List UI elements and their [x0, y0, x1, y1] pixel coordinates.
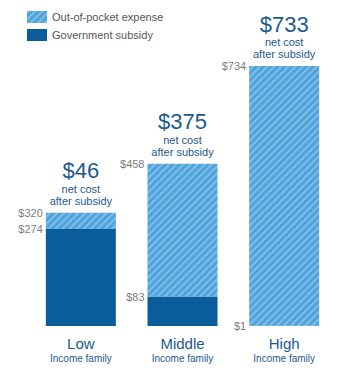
svg-text:after subsidy: after subsidy [253, 48, 316, 60]
svg-text:$274: $274 [18, 223, 42, 235]
svg-text:Income family: Income family [50, 353, 112, 364]
svg-text:Low: Low [67, 335, 95, 352]
svg-text:$375: $375 [158, 109, 207, 134]
svg-text:after subsidy: after subsidy [50, 195, 113, 207]
svg-text:Out-of-pocket expense: Out-of-pocket expense [52, 11, 163, 23]
svg-text:net cost: net cost [62, 183, 101, 195]
svg-text:after subsidy: after subsidy [151, 146, 214, 158]
svg-text:Income family: Income family [152, 353, 214, 364]
svg-text:$83: $83 [126, 291, 144, 303]
svg-text:$733: $733 [260, 12, 309, 37]
svg-text:Government subsidy: Government subsidy [52, 29, 153, 41]
svg-text:$458: $458 [120, 158, 144, 170]
svg-text:$1: $1 [234, 320, 246, 332]
svg-text:Income family: Income family [253, 353, 315, 364]
svg-text:Middle: Middle [160, 335, 204, 352]
svg-text:$320: $320 [18, 207, 42, 219]
svg-text:High: High [269, 335, 300, 352]
svg-text:$734: $734 [222, 60, 246, 72]
svg-text:net cost: net cost [163, 134, 202, 146]
svg-text:net cost: net cost [265, 36, 304, 48]
svg-text:$46: $46 [62, 158, 99, 183]
